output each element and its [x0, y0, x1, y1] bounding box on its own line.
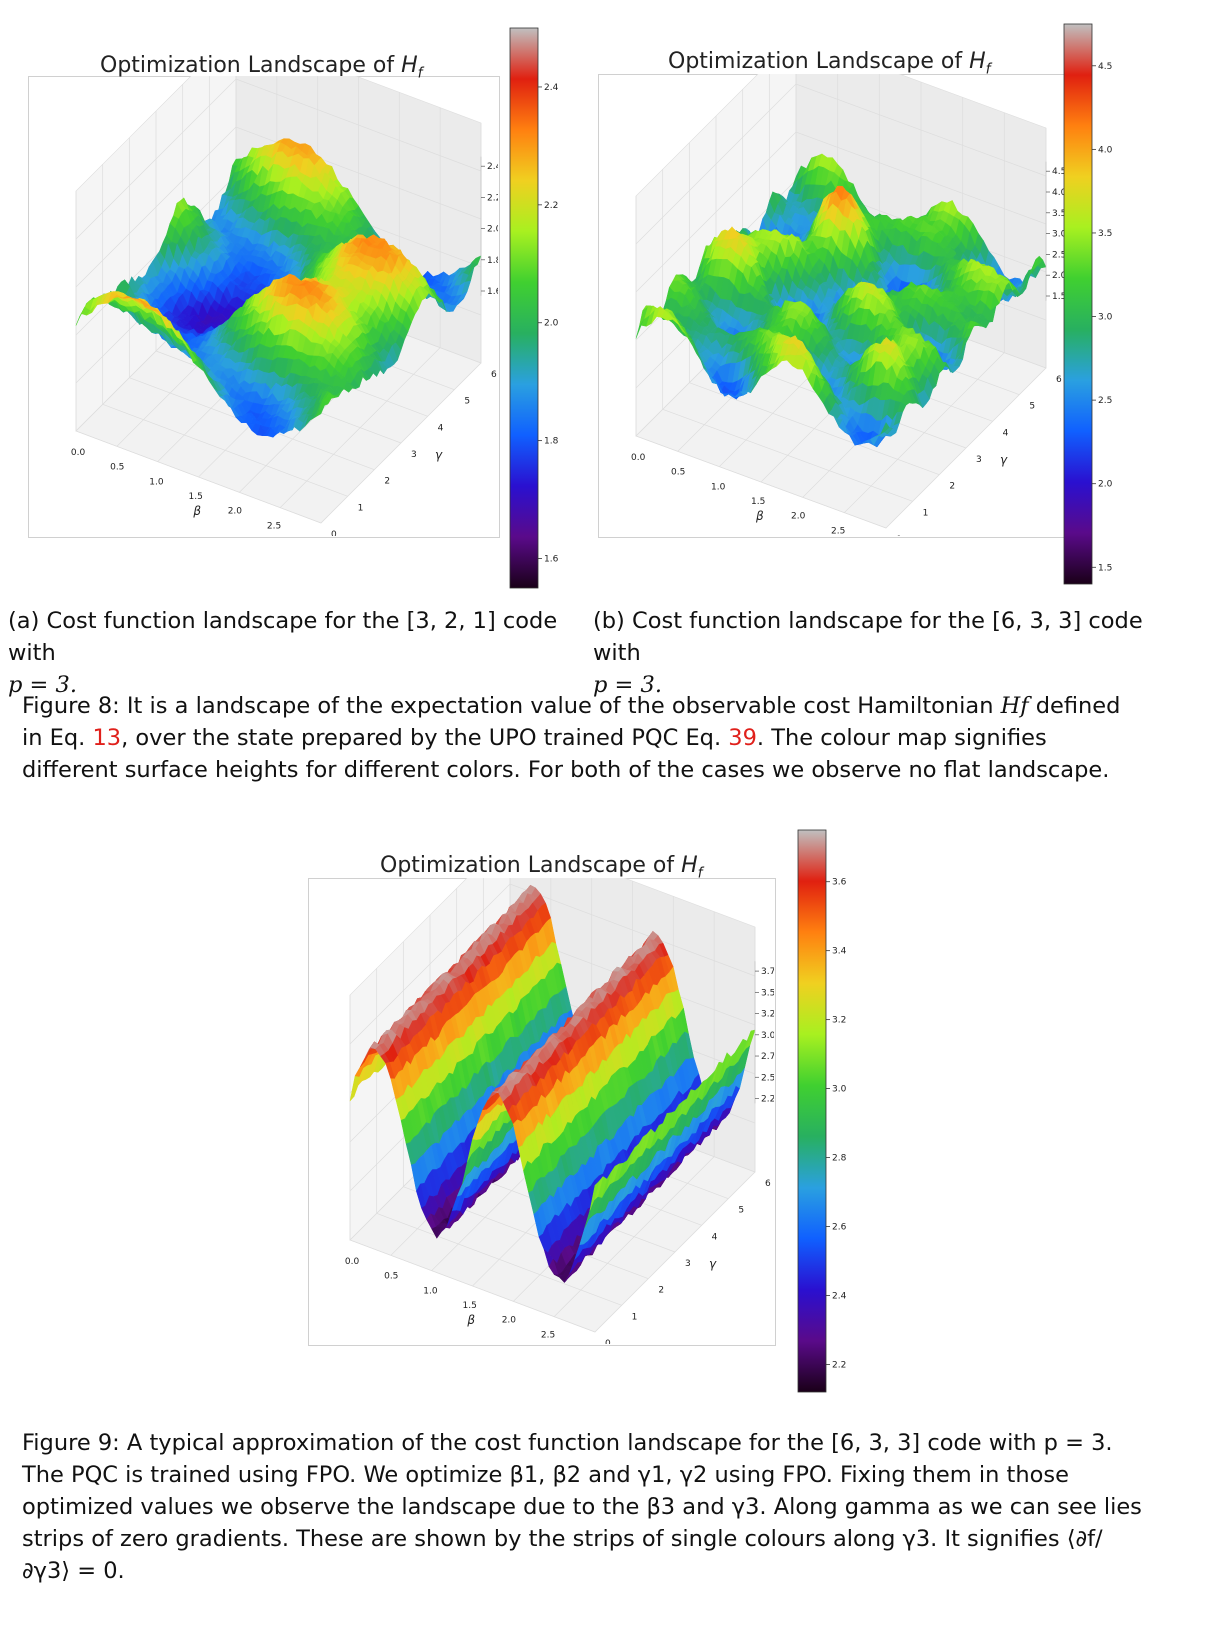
fig9-title: Optimization Landscape of Hf: [380, 853, 703, 882]
z-tick-label: 1.5: [1052, 292, 1066, 302]
beta-tick-label: 1.5: [189, 492, 203, 502]
z-tick-label: 2.5: [1052, 250, 1066, 260]
z-tick-label: 4.5: [1052, 167, 1066, 177]
z-tick-label: 2.0: [487, 225, 498, 235]
colorbar-tick-label: 1.8: [544, 437, 559, 447]
gamma-tick-label: 4: [1003, 428, 1009, 438]
z-tick-label: 2.4: [487, 162, 498, 172]
gamma-axis-label: γ: [1000, 453, 1008, 467]
surface-patch: [315, 405, 325, 418]
gamma-tick-label: 6: [491, 370, 497, 380]
colorbar-gradient: [509, 27, 539, 589]
grid-line: [635, 83, 1047, 245]
fig8a-title: Optimization Landscape of Hf: [100, 53, 423, 82]
beta-tick-label: 2.5: [267, 521, 281, 531]
colorbar-tick-label: 4.5: [1098, 62, 1112, 72]
fig8b-surface-plot: 0.0 0.5 1.0 1.5 2.0 2.5 3.0 β 0 1 2 3 4 5 6 γ 1.5 2.0 2.5 3…: [631, 74, 1067, 536]
gamma-tick-label: 1: [358, 503, 364, 513]
colorbar-tick-label: 2.0: [1098, 480, 1113, 490]
fig8-caption: Figure 8: It is a landscape of the expec…: [22, 693, 1121, 783]
gamma-axis-label: γ: [435, 448, 443, 462]
beta-tick-label: 0.5: [671, 468, 685, 478]
colorbar-tick-label: 2.4: [544, 83, 559, 93]
beta-tick-label: 2.0: [791, 512, 806, 522]
z-tick-label: 2.0: [1052, 271, 1067, 281]
grid-line: [75, 126, 482, 288]
z-tick-label: 3.5: [1052, 209, 1066, 219]
gamma-tick-label: 3: [411, 450, 417, 460]
gamma-tick-label: 0: [331, 530, 337, 536]
beta-tick-label: 0.0: [71, 448, 86, 458]
fig8b-colorbar: 1.5 2.0 2.5 3.0 3.5 4.0 4.5: [1063, 23, 1113, 585]
gamma-tick-label: 0: [896, 535, 902, 536]
colorbar-tick-label: 2.5: [1098, 396, 1112, 406]
fig8a-surface-plot: 0.00.51.01.52.02.53.0β0123456γ1.61.82.02…: [71, 76, 498, 536]
fig8b-caption: (b) Cost function landscape for the [6, …: [593, 608, 1143, 698]
beta-tick-label: 1.0: [149, 477, 164, 487]
eq39-link[interactable]: 39: [728, 725, 757, 751]
fig8a-caption: (a) Cost function landscape for the [3, …: [8, 608, 558, 698]
z-tick-label: 2.2: [487, 193, 498, 203]
colorbar-tick-label: 4.0: [1098, 145, 1113, 155]
grid-line: [75, 78, 482, 240]
z-tick-label: 1.8: [487, 256, 498, 266]
beta-tick-label: 2.5: [831, 526, 845, 536]
gamma-tick-label: 5: [464, 397, 470, 407]
z-tick-label: 3.0: [1052, 230, 1067, 240]
gamma-tick-label: 6: [1056, 375, 1062, 385]
gamma-tick-label: 4: [438, 423, 444, 433]
eq13-link[interactable]: 13: [92, 725, 122, 751]
colorbar-tick-label: 2.0: [544, 319, 559, 329]
colorbar-tick-label: 3.0: [1098, 313, 1113, 323]
fig8a-colorbar: 1.6 1.8 2.0 2.2 2.4: [509, 27, 559, 589]
beta-tick-label: 1.0: [711, 482, 726, 492]
gamma-tick-label: 1: [923, 508, 929, 518]
fig8b-title: Optimization Landscape of Hf: [668, 49, 991, 78]
gamma-tick-label: 3: [976, 455, 982, 465]
gamma-tick-label: 2: [384, 477, 390, 487]
z-tick-label: 4.0: [1052, 188, 1067, 198]
z-tick-label: 1.6: [487, 287, 498, 297]
gamma-tick-label: 2: [949, 482, 955, 492]
gamma-tick-label: 5: [1029, 402, 1035, 412]
beta-tick-label: 0.5: [110, 463, 124, 473]
colorbar-tick-label: 1.5: [1098, 563, 1112, 573]
fig9-surface-plot: 0.00.51.01.52.02.53.0β0123456γ2.252.502.…: [345, 878, 774, 1344]
colorbar-tick-label: 3.5: [1098, 229, 1112, 239]
colorbar-tick-label: 2.2: [544, 201, 558, 211]
grid-line: [349, 883, 756, 1045]
beta-tick-label: 2.0: [228, 507, 243, 517]
beta-tick-label: 1.5: [751, 497, 765, 507]
beta-axis-label: β: [755, 509, 764, 523]
surface-patch: [880, 421, 890, 435]
beta-axis-label: β: [192, 504, 201, 518]
colorbar-tick-label: 1.6: [544, 555, 559, 565]
colorbar-gradient: [1063, 23, 1093, 585]
grid-line: [635, 131, 1047, 293]
beta-tick-label: 0.0: [631, 453, 646, 463]
